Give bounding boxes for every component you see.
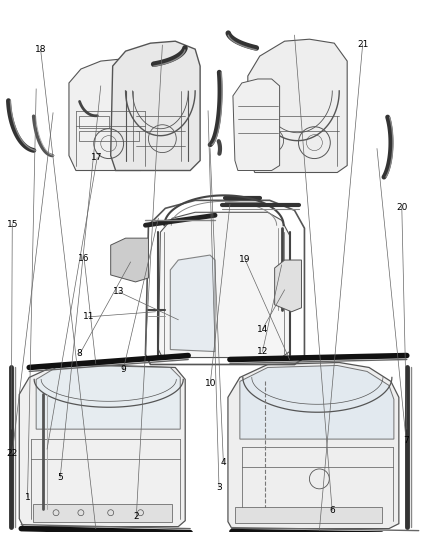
Polygon shape <box>19 365 185 527</box>
Text: 22: 22 <box>7 449 18 458</box>
Text: 7: 7 <box>403 436 409 445</box>
Polygon shape <box>228 362 399 529</box>
Bar <box>79 131 138 141</box>
Text: 15: 15 <box>7 220 18 229</box>
Text: 8: 8 <box>77 350 83 359</box>
Text: 4: 4 <box>221 458 226 467</box>
Text: 18: 18 <box>35 45 46 54</box>
Polygon shape <box>233 79 279 171</box>
Polygon shape <box>170 255 215 352</box>
Text: 1: 1 <box>25 492 30 502</box>
Text: 11: 11 <box>83 312 94 321</box>
Text: 14: 14 <box>257 325 268 334</box>
Polygon shape <box>159 212 290 358</box>
Text: 6: 6 <box>329 506 335 515</box>
Polygon shape <box>111 238 148 282</box>
Text: 21: 21 <box>357 41 368 50</box>
Text: 2: 2 <box>134 512 139 521</box>
Polygon shape <box>111 41 200 171</box>
Text: 5: 5 <box>57 473 63 482</box>
Polygon shape <box>275 260 301 312</box>
Text: 9: 9 <box>120 366 126 374</box>
Text: 12: 12 <box>257 347 268 356</box>
Bar <box>235 507 382 523</box>
Polygon shape <box>36 366 180 429</box>
Text: 3: 3 <box>216 482 222 491</box>
Text: 17: 17 <box>92 154 103 163</box>
Text: 19: 19 <box>239 255 251 264</box>
Text: 10: 10 <box>205 378 216 387</box>
Text: 13: 13 <box>113 287 125 296</box>
Text: 16: 16 <box>78 254 90 263</box>
Polygon shape <box>248 39 347 173</box>
Text: 20: 20 <box>396 203 407 212</box>
Polygon shape <box>240 366 394 439</box>
Bar <box>79 116 109 128</box>
Bar <box>33 504 172 522</box>
Polygon shape <box>69 59 148 171</box>
